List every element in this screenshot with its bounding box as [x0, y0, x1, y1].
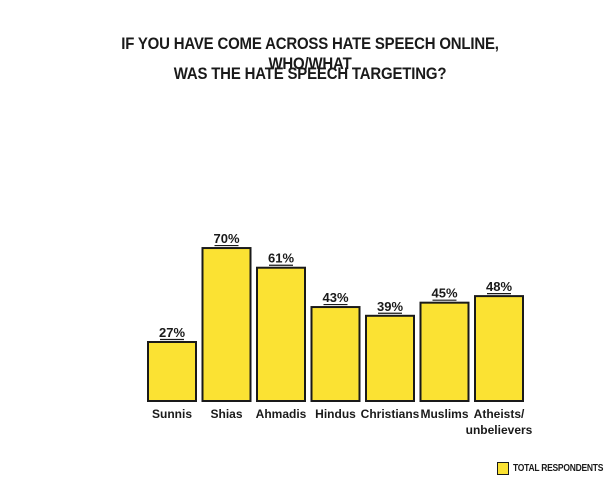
category-label-1: Shias: [210, 407, 242, 421]
value-label-0: 27%: [159, 325, 185, 340]
value-label-6: 48%: [486, 279, 512, 294]
category-label-6-line-0: Atheists/: [474, 407, 525, 421]
bar-5: [419, 301, 470, 402]
bar-0: [147, 341, 197, 403]
chart-title-line-2: WAS THE HATE SPEECH TARGETING?: [173, 64, 447, 83]
category-label-5: Muslims: [420, 407, 468, 421]
bar-3: [310, 306, 361, 403]
value-label-1: 70%: [213, 231, 239, 246]
category-label-3: Hindus: [315, 407, 356, 421]
value-label-2: 61%: [268, 251, 294, 266]
bar-6: [474, 295, 524, 402]
bar-1: [201, 247, 252, 402]
value-label-3: 43%: [322, 290, 348, 305]
category-label-0: Sunnis: [152, 407, 192, 421]
value-label-4: 39%: [377, 299, 403, 314]
bar-4: [365, 314, 415, 402]
chart-title-line-1: IF YOU HAVE COME ACROSS HATE SPEECH ONLI…: [121, 34, 499, 73]
value-label-5: 45%: [431, 286, 457, 301]
category-label-6-line-1: unbelievers: [466, 423, 533, 437]
bar-2: [256, 266, 306, 402]
category-label-4: Christians: [361, 407, 420, 421]
legend-swatch: [497, 462, 509, 475]
legend-label: TOTAL RESPONDENTS: [513, 463, 604, 474]
legend: TOTAL RESPONDENTS: [497, 462, 615, 475]
category-label-2: Ahmadis: [256, 407, 307, 421]
